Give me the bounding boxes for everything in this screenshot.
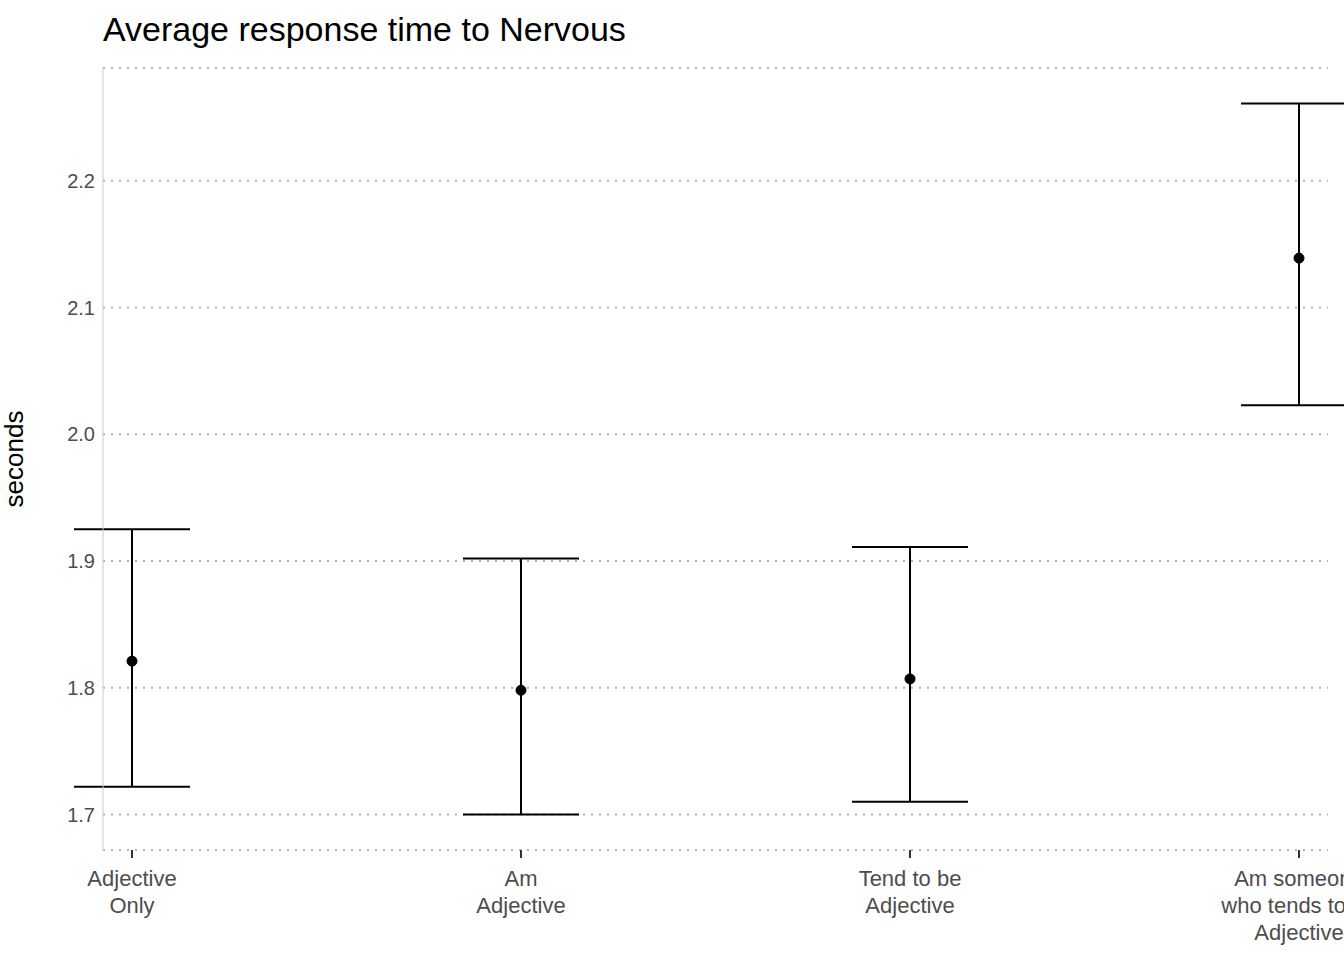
svg-text:1.7: 1.7 xyxy=(67,804,95,826)
svg-text:2.0: 2.0 xyxy=(67,423,95,445)
svg-text:1.8: 1.8 xyxy=(67,677,95,699)
html-text:Average response time to Nervo: Average response time to Nervous xyxy=(103,10,626,48)
svg-text:2.2: 2.2 xyxy=(67,170,95,192)
svg-text:Am someonewho tends to beAdjec: Am someonewho tends to beAdjective xyxy=(1220,866,1336,945)
svg-text:Tend to beAdjective: Tend to beAdjective xyxy=(859,866,962,918)
svg-text:1.9: 1.9 xyxy=(67,550,95,572)
svg-text:AmAdjective: AmAdjective xyxy=(476,866,565,918)
svg-text:2.1: 2.1 xyxy=(67,297,95,319)
svg-text:seconds: seconds xyxy=(8,411,29,508)
svg-text:AdjectiveOnly: AdjectiveOnly xyxy=(87,866,176,918)
